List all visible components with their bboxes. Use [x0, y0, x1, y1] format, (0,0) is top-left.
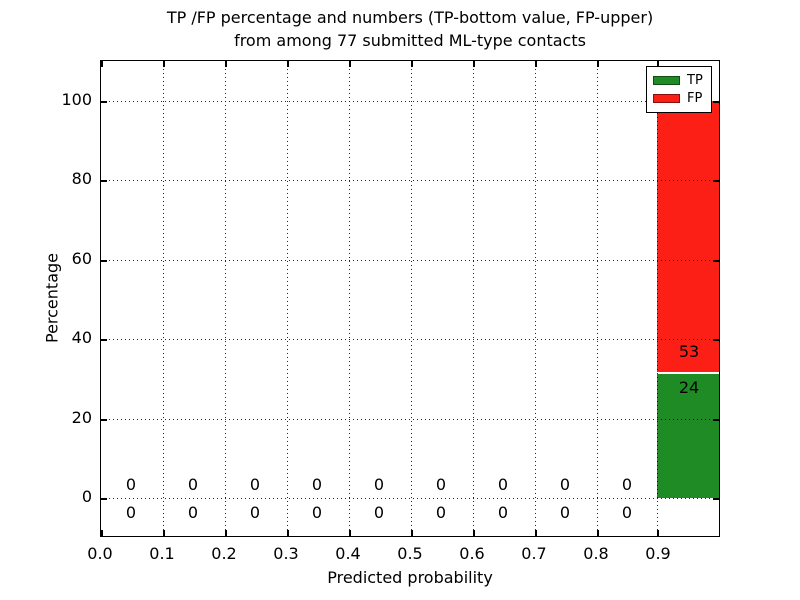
tp-count-label: 0 — [311, 503, 323, 522]
fp-count-label: 0 — [125, 475, 137, 494]
x-tick-label: 0.3 — [273, 544, 299, 563]
gridline-h — [101, 498, 719, 499]
legend-item-tp: TP — [653, 74, 711, 87]
x-tick-top — [535, 61, 537, 67]
y-tick-label: 0 — [81, 487, 92, 506]
fp-count-label: 0 — [559, 475, 571, 494]
y-tick-right — [713, 339, 719, 341]
y-tick-right — [713, 260, 719, 262]
y-tick — [101, 498, 107, 500]
y-tick-label: 20 — [71, 408, 92, 427]
x-tick — [473, 530, 475, 536]
gridline-v — [473, 61, 474, 536]
fp-count-label: 0 — [435, 475, 447, 494]
fp-count-label: 0 — [311, 475, 323, 494]
gridline-v — [287, 61, 288, 536]
x-tick — [163, 530, 165, 536]
tp-legend-swatch — [653, 76, 680, 85]
gridline-v — [597, 61, 598, 536]
x-tick — [597, 530, 599, 536]
x-tick-label: 0.5 — [397, 544, 423, 563]
x-tick — [287, 530, 289, 536]
gridline-h — [101, 339, 719, 340]
x-tick-label: 0.2 — [211, 544, 237, 563]
x-tick-label: 0.8 — [583, 544, 609, 563]
x-tick — [411, 530, 413, 536]
y-tick-right — [713, 419, 719, 421]
y-tick-label: 80 — [71, 169, 92, 188]
y-tick-right — [713, 180, 719, 182]
tp-legend-label: TP — [687, 73, 703, 88]
x-tick-top — [657, 61, 659, 67]
legend-item-fp: FP — [653, 92, 711, 105]
chart-title-line1: TP /FP percentage and numbers (TP-bottom… — [166, 8, 654, 27]
tp-count-label: 0 — [373, 503, 385, 522]
fp-count-label: 0 — [187, 475, 199, 494]
fp-legend-label: FP — [687, 91, 703, 106]
x-tick-top — [411, 61, 413, 67]
x-tick — [657, 530, 659, 536]
fp-count-label-bar: 53 — [678, 342, 700, 361]
fp-legend-swatch — [653, 94, 680, 103]
gridline-h — [101, 180, 719, 181]
x-tick-label: 0.9 — [645, 544, 671, 563]
tp-count-label: 0 — [249, 503, 261, 522]
chart-title-line2: from among 77 submitted ML-type contacts — [234, 31, 586, 50]
x-tick-top — [287, 61, 289, 67]
y-tick-label: 100 — [61, 90, 92, 109]
tp-count-label: 0 — [187, 503, 199, 522]
y-tick — [101, 180, 107, 182]
gridline-h — [101, 101, 719, 102]
y-tick-right — [713, 101, 719, 103]
y-tick — [101, 101, 107, 103]
x-tick-top — [163, 61, 165, 67]
gridline-h — [101, 419, 719, 420]
x-tick — [535, 530, 537, 536]
x-tick-top — [473, 61, 475, 67]
x-tick-top — [349, 61, 351, 67]
x-tick-label: 0.6 — [459, 544, 485, 563]
legend: TP FP — [646, 66, 712, 113]
fp-count-label: 0 — [249, 475, 261, 494]
y-tick — [101, 260, 107, 262]
chart-title: TP /FP percentage and numbers (TP-bottom… — [100, 6, 720, 52]
x-tick — [349, 530, 351, 536]
y-tick-label: 40 — [71, 328, 92, 347]
fp-bar-segment — [657, 101, 719, 372]
y-tick — [101, 419, 107, 421]
gridline-v — [225, 61, 226, 536]
x-tick-label: 0.1 — [149, 544, 175, 563]
gridline-v — [163, 61, 164, 536]
fp-count-label: 0 — [621, 475, 633, 494]
gridline-v — [411, 61, 412, 536]
tp-count-label: 0 — [497, 503, 509, 522]
tp-count-label: 0 — [559, 503, 571, 522]
gridline-v — [657, 61, 658, 536]
x-tick-label: 0.4 — [335, 544, 361, 563]
y-tick-right — [713, 498, 719, 500]
gridline-v — [535, 61, 536, 536]
x-tick-label: 0.0 — [87, 544, 113, 563]
gridline-h — [101, 260, 719, 261]
x-axis-label: Predicted probability — [327, 568, 493, 587]
x-tick-top — [597, 61, 599, 67]
fp-count-label: 0 — [373, 475, 385, 494]
plot-area — [100, 60, 720, 537]
tp-bar-segment — [657, 374, 719, 498]
x-tick-label: 0.7 — [521, 544, 547, 563]
tp-count-label: 0 — [621, 503, 633, 522]
x-tick — [225, 530, 227, 536]
x-tick-top — [101, 61, 103, 67]
tp-count-label-bar: 24 — [678, 378, 700, 397]
y-tick-label: 60 — [71, 249, 92, 268]
fp-count-label: 0 — [497, 475, 509, 494]
tp-count-label: 0 — [125, 503, 137, 522]
x-tick — [101, 530, 103, 536]
gridline-v — [349, 61, 350, 536]
x-tick-top — [225, 61, 227, 67]
tp-count-label: 0 — [435, 503, 447, 522]
y-tick — [101, 339, 107, 341]
